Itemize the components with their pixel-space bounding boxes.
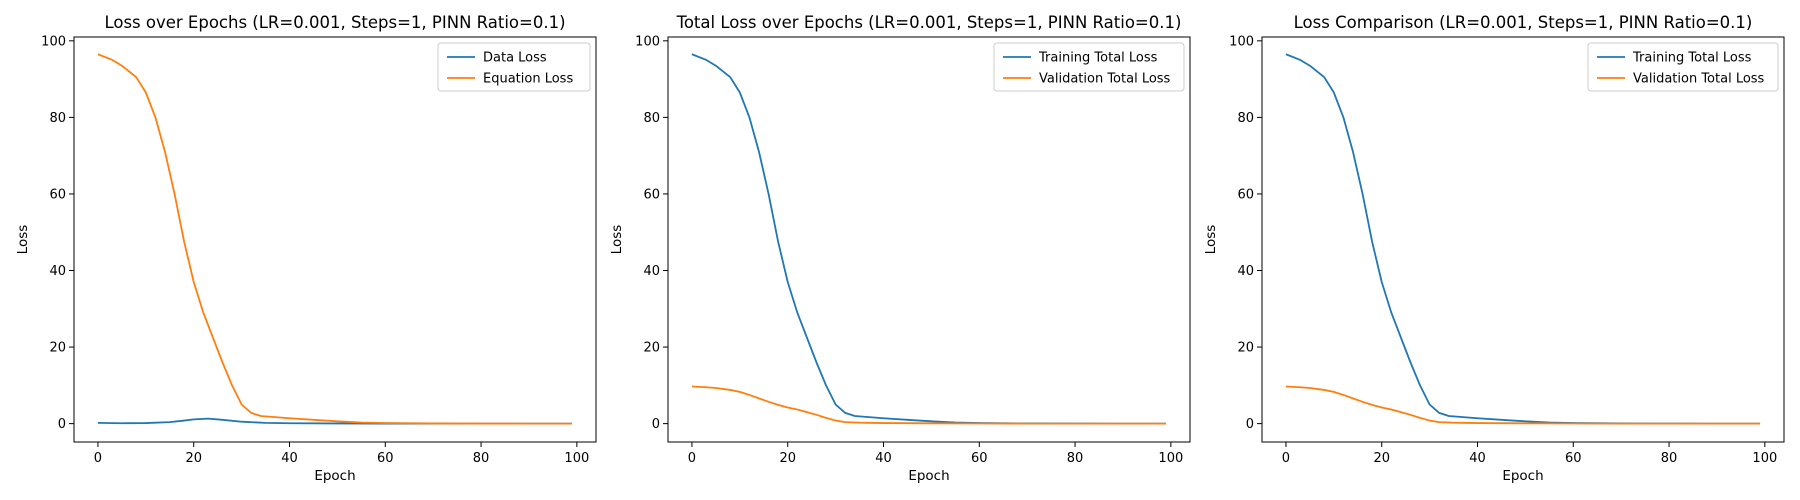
legend-entry: Validation Total Loss <box>1039 72 1171 87</box>
y-tick-label: 40 <box>49 264 66 279</box>
chart-title: Total Loss over Epochs (LR=0.001, Steps=… <box>676 13 1182 32</box>
y-tick-label: 20 <box>49 341 66 356</box>
y-tick-label: 0 <box>1246 417 1254 432</box>
legend-entry: Equation Loss <box>483 72 573 87</box>
chart-title: Loss over Epochs (LR=0.001, Steps=1, PIN… <box>104 13 565 32</box>
x-tick-label: 20 <box>779 451 796 466</box>
series-line-2 <box>691 385 1167 425</box>
y-axis-label: Loss <box>609 225 625 255</box>
x-tick-label: 40 <box>281 451 298 466</box>
y-tick-label: 0 <box>652 417 660 432</box>
x-tick-label: 20 <box>185 451 202 466</box>
plot-frame <box>73 36 597 443</box>
legend: Training Total Loss Validation Total Loss <box>993 42 1185 92</box>
y-tick-label: 100 <box>41 34 66 49</box>
y-tick-label: 40 <box>1237 264 1254 279</box>
chart-panel-2: Total Loss over Epochs (LR=0.001, Steps=… <box>609 13 1191 484</box>
legend-entry: Training Total Loss <box>1632 51 1752 66</box>
plot-frame <box>1261 36 1785 443</box>
y-tick-label: 60 <box>49 187 66 202</box>
legend: Training Total Loss Validation Total Loss <box>1587 42 1779 92</box>
y-tick-label: 80 <box>1237 111 1254 126</box>
x-tick-label: 100 <box>1752 451 1777 466</box>
x-tick-label: 60 <box>377 451 394 466</box>
x-tick-label: 20 <box>1373 451 1390 466</box>
x-tick-label: 80 <box>1067 451 1084 466</box>
legend-box <box>437 42 591 92</box>
x-axis-label: Epoch <box>314 468 355 484</box>
x-tick-label: 80 <box>473 451 490 466</box>
y-axis-label: Loss <box>15 225 31 255</box>
y-tick-label: 100 <box>635 34 660 49</box>
legend-entry: Training Total Loss <box>1038 51 1158 66</box>
x-axis-label: Epoch <box>908 468 949 484</box>
x-tick-label: 60 <box>1565 451 1582 466</box>
x-tick-label: 0 <box>688 451 696 466</box>
legend-entry: Data Loss <box>483 51 547 66</box>
y-tick-label: 80 <box>643 111 660 126</box>
series-line-1 <box>1285 53 1761 425</box>
y-axis-label: Loss <box>1203 225 1219 255</box>
y-tick-label: 20 <box>1237 341 1254 356</box>
x-tick-label: 0 <box>94 451 102 466</box>
y-tick-label: 20 <box>643 341 660 356</box>
x-tick-label: 40 <box>875 451 892 466</box>
x-tick-label: 80 <box>1661 451 1678 466</box>
legend: Data Loss Equation Loss <box>437 42 591 92</box>
plot-frame <box>667 36 1191 443</box>
y-tick-label: 100 <box>1229 34 1254 49</box>
x-axis-label: Epoch <box>1502 468 1543 484</box>
y-tick-label: 0 <box>58 417 66 432</box>
x-tick-label: 0 <box>1282 451 1290 466</box>
y-tick-label: 80 <box>49 111 66 126</box>
y-tick-label: 60 <box>643 187 660 202</box>
x-tick-label: 60 <box>971 451 988 466</box>
legend-box <box>1587 42 1779 92</box>
y-tick-label: 40 <box>643 264 660 279</box>
chart-panel-3: Loss Comparison (LR=0.001, Steps=1, PINN… <box>1203 13 1785 484</box>
x-tick-label: 100 <box>564 451 589 466</box>
series-line-2 <box>97 53 573 425</box>
legend-box <box>993 42 1185 92</box>
series-line-2 <box>1285 385 1761 425</box>
chart-panel-1: Loss over Epochs (LR=0.001, Steps=1, PIN… <box>15 13 597 484</box>
legend-entry: Validation Total Loss <box>1633 72 1765 87</box>
series-line-1 <box>691 53 1167 425</box>
chart-title: Loss Comparison (LR=0.001, Steps=1, PINN… <box>1294 13 1753 32</box>
y-tick-label: 60 <box>1237 187 1254 202</box>
x-tick-label: 100 <box>1158 451 1183 466</box>
x-tick-label: 40 <box>1469 451 1486 466</box>
